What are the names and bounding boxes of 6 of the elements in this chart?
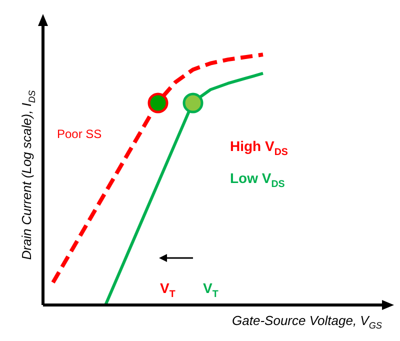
- annotation: V$_{T}$: [160, 280, 176, 300]
- annotation: Poor SS: [57, 127, 102, 141]
- text: High V$_{DS}$: [230, 138, 288, 158]
- x-axis-title: Gate-Source Voltage, V$_{GS}$: [232, 313, 382, 331]
- text: Low V$_{DS}$: [230, 170, 285, 190]
- annotation: V$_{T}$: [203, 280, 218, 300]
